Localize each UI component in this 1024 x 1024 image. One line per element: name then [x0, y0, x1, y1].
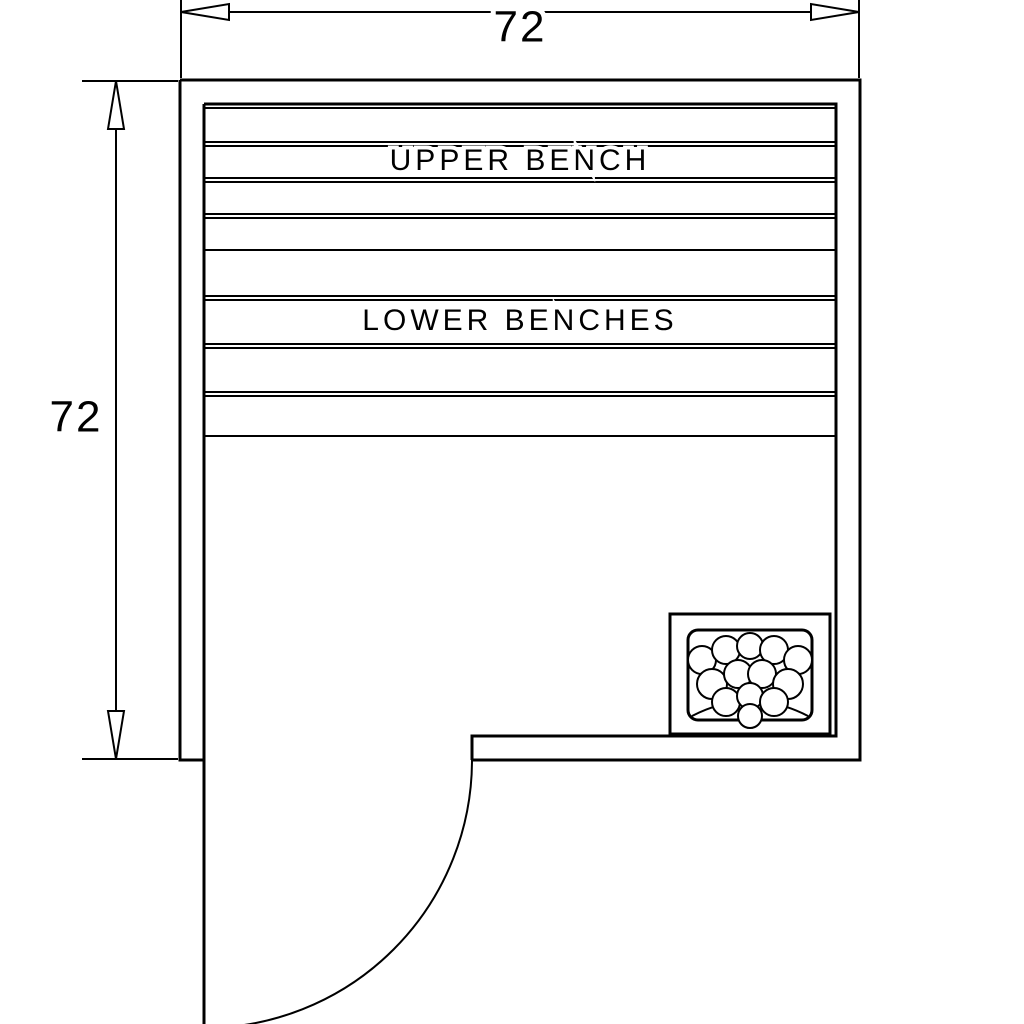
heater-icon: [670, 614, 830, 734]
lower-benches-label: LOWER BENCHES: [362, 304, 677, 337]
door-swing: [204, 760, 472, 1024]
dimension-top: 72: [181, 0, 859, 78]
upper-bench-label: UPPER BENCH: [390, 144, 651, 177]
dimension-left-value: 72: [50, 393, 103, 442]
dimension-top-value: 72: [494, 3, 547, 52]
dimension-left: 72: [50, 81, 178, 759]
sauna-floor-plan: 72 72 UPPER BENCH LOWER BENCHES: [0, 0, 1024, 1024]
